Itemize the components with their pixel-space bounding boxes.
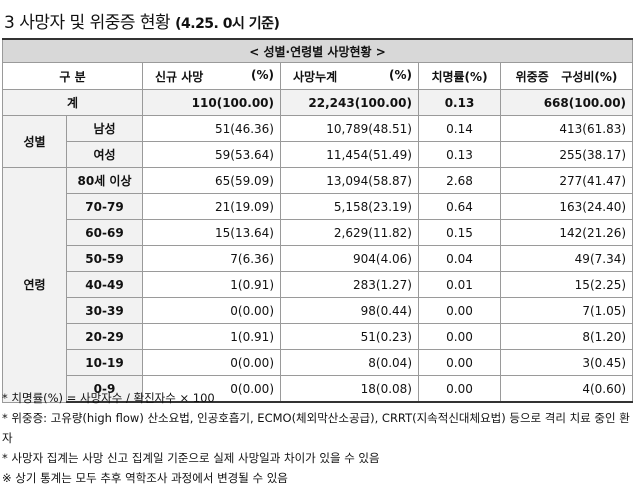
cell-severe: 7(1.05) — [499, 297, 634, 324]
cell-cum: 98(0.44) — [280, 297, 419, 324]
cell-new: 0(0.00) — [142, 297, 281, 324]
cell-severe: 3(0.45) — [499, 349, 634, 376]
cell-new: 51(46.36) — [142, 115, 281, 142]
section-title: 3 사망자 및 위중증 현황 (4.25. 0시 기준) — [4, 8, 280, 33]
table-row: 0-9 0(0.00) 18(0.08) 0.00 4(0.60) — [3, 375, 634, 403]
cell-severe: 163(24.40) — [499, 193, 634, 220]
cell-cum: 13,094(58.87) — [280, 167, 419, 194]
cell-new: 1(0.91) — [142, 271, 281, 298]
row-label: 70-79 — [66, 193, 143, 220]
cell-cum: 51(0.23) — [280, 323, 419, 350]
cell-severe: 255(38.17) — [499, 141, 634, 168]
cell-rate: 0.04 — [418, 245, 501, 272]
cell-cum: 8(0.04) — [280, 349, 419, 376]
cell-cum: 2,629(11.82) — [280, 219, 419, 246]
table-row: 60-69 15(13.64) 2,629(11.82) 0.15 142(21… — [3, 219, 634, 246]
row-label: 30-39 — [66, 297, 143, 324]
row-label: 40-49 — [66, 271, 143, 298]
cell-rate: 0.00 — [418, 323, 501, 350]
total-new: 110(100.00) — [142, 89, 281, 116]
cell-rate: 0.01 — [418, 271, 501, 298]
cell-severe: 49(7.34) — [499, 245, 634, 272]
cell-rate: 0.00 — [418, 297, 501, 324]
footnote: ※ 상기 통계는 모두 추후 역학조사 과정에서 변경될 수 있음 — [2, 471, 288, 485]
total-severe: 668(100.00) — [499, 89, 634, 116]
cell-rate: 0.64 — [418, 193, 501, 220]
section-title-main: 3 사망자 및 위중증 현황 — [4, 13, 171, 33]
header-cum-deaths: 사망누계 (%) — [280, 62, 419, 90]
table-row: 연령 80세 이상 65(59.09) 13,094(58.87) 2.68 2… — [2, 167, 634, 403]
cell-rate: 0.00 — [418, 375, 501, 403]
table-caption: < 성별·연령별 사망현황 > — [1, 38, 634, 63]
footnote: * 위중증: 고유량(high flow) 산소요법, 인공호흡기, ECMO(… — [2, 411, 630, 445]
cell-cum: 5,158(23.19) — [280, 193, 419, 220]
header-severe-share: 구성비(%) — [561, 69, 618, 84]
header-new-deaths: 신규 사망 (%) — [142, 62, 281, 90]
header-new-deaths-label: 신규 사망 — [155, 69, 204, 84]
header-new-deaths-pct: (%) — [251, 67, 274, 82]
table-row: 20-29 1(0.91) 51(0.23) 0.00 8(1.20) — [3, 323, 634, 350]
cell-rate: 0.00 — [418, 349, 501, 376]
cell-cum: 283(1.27) — [280, 271, 419, 298]
row-label: 0-9 — [66, 375, 143, 403]
cell-cum: 10,789(48.51) — [280, 115, 419, 142]
header-severe-label: 위중증 — [515, 69, 549, 84]
footnote: * 사망자 집계는 사망 신고 집계일 기준으로 실제 사망일과 차이가 있을 … — [2, 451, 380, 465]
table-row: 10-19 0(0.00) 8(0.04) 0.00 3(0.45) — [3, 349, 634, 376]
table-row: 50-59 7(6.36) 904(4.06) 0.04 49(7.34) — [3, 245, 634, 272]
row-label: 10-19 — [66, 349, 143, 376]
table-row: 여성 59(53.64) 11,454(51.49) 0.13 255(38.1… — [3, 141, 634, 168]
cell-rate: 0.13 — [418, 141, 501, 168]
table-row: 성별 남성 51(46.36) 10,789(48.51) 0.14 413(6… — [2, 115, 634, 168]
table-row: 30-39 0(0.00) 98(0.44) 0.00 7(1.05) — [3, 297, 634, 324]
cell-rate: 2.68 — [418, 167, 501, 194]
cell-severe: 413(61.83) — [499, 115, 634, 142]
footnote: * 치명률(%) = 사망자수 / 확진자수 × 100 — [2, 391, 215, 405]
table-row-total: 계 110(100.00) 22,243(100.00) 0.13 668(10… — [2, 89, 634, 116]
cell-rate: 0.15 — [418, 219, 501, 246]
footnotes: * 치명률(%) = 사망자수 / 확진자수 × 100 * 위중증: 고유량(… — [2, 388, 632, 488]
cell-new: 65(59.09) — [142, 167, 281, 194]
row-label: 50-59 — [66, 245, 143, 272]
cell-new: 15(13.64) — [142, 219, 281, 246]
header-cum-deaths-pct: (%) — [389, 67, 412, 82]
header-cum-deaths-label: 사망누계 — [293, 69, 338, 84]
cell-cum: 11,454(51.49) — [280, 141, 419, 168]
table-header-row: 구 분 신규 사망 (%) 사망누계 (%) 치명률(%) 위중증 구성비(%) — [2, 62, 634, 90]
header-category: 구 분 — [2, 62, 143, 90]
cell-severe: 8(1.20) — [499, 323, 634, 350]
row-label: 20-29 — [66, 323, 143, 350]
cell-severe: 277(41.47) — [499, 167, 634, 194]
cell-new: 0(0.00) — [142, 375, 281, 403]
row-label: 여성 — [66, 141, 143, 168]
table-row: 40-49 1(0.91) 283(1.27) 0.01 15(2.25) — [3, 271, 634, 298]
cell-new: 0(0.00) — [142, 349, 281, 376]
table-caption-row: < 성별·연령별 사망현황 > — [1, 38, 634, 63]
section-title-date: (4.25. 0시 기준) — [175, 16, 280, 32]
cell-new: 21(19.09) — [142, 193, 281, 220]
group-label-sex: 성별 — [2, 115, 67, 168]
death-status-table: < 성별·연령별 사망현황 > 구 분 신규 사망 (%) 사망누계 (%) 치… — [1, 38, 634, 403]
cell-severe: 15(2.25) — [499, 271, 634, 298]
total-cum: 22,243(100.00) — [280, 89, 419, 116]
cell-severe: 142(21.26) — [499, 219, 634, 246]
row-label: 60-69 — [66, 219, 143, 246]
row-label: 남성 — [66, 115, 143, 142]
cell-severe: 4(0.60) — [499, 375, 634, 403]
cell-new: 59(53.64) — [142, 141, 281, 168]
header-severe: 위중증 구성비(%) — [499, 62, 634, 90]
cell-new: 7(6.36) — [142, 245, 281, 272]
group-label-age: 연령 — [2, 167, 67, 403]
total-rate: 0.13 — [418, 89, 501, 116]
cell-cum: 904(4.06) — [280, 245, 419, 272]
row-label: 80세 이상 — [66, 167, 143, 194]
cell-cum: 18(0.08) — [280, 375, 419, 403]
cell-new: 1(0.91) — [142, 323, 281, 350]
table-row: 70-79 21(19.09) 5,158(23.19) 0.64 163(24… — [3, 193, 634, 220]
header-cfr: 치명률(%) — [418, 62, 501, 90]
cell-rate: 0.14 — [418, 115, 501, 142]
total-label: 계 — [2, 89, 143, 116]
